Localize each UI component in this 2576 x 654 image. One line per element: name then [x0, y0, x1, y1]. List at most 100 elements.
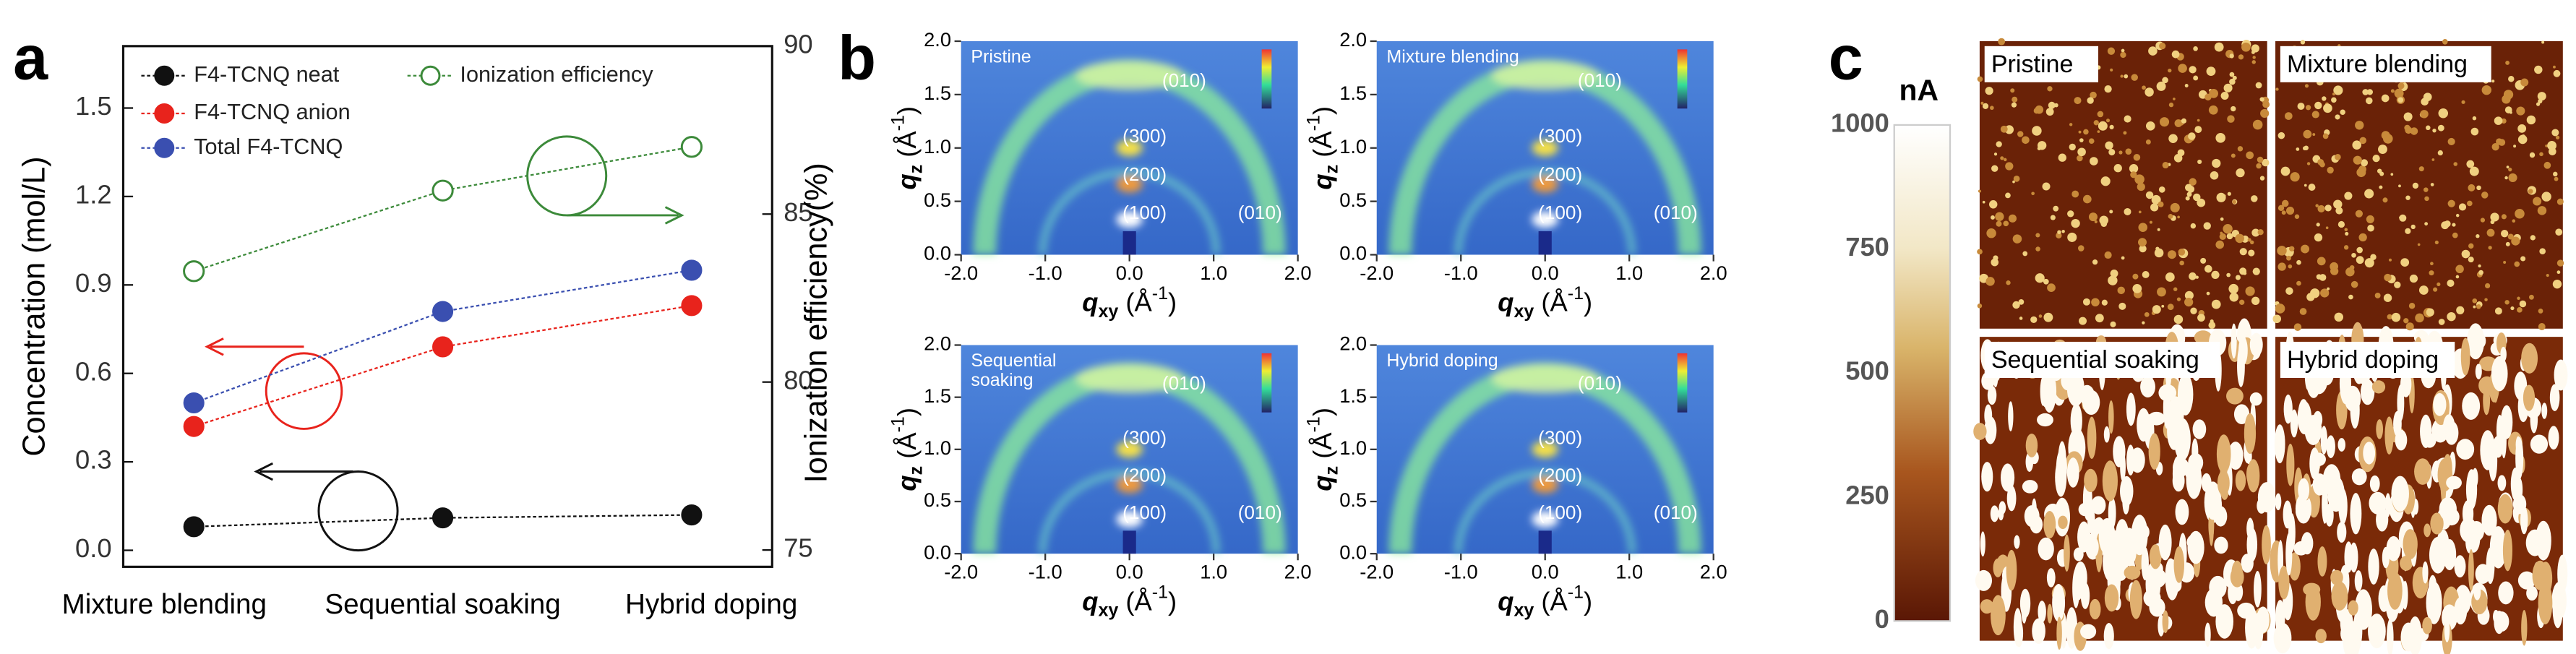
conductive-domain — [2403, 529, 2418, 560]
beamstop — [1538, 231, 1552, 255]
grain — [2251, 44, 2259, 53]
conductive-domain — [2103, 426, 2110, 443]
data-point — [681, 259, 703, 281]
grain — [2197, 314, 2205, 322]
grain — [2405, 228, 2411, 234]
grain — [2390, 173, 2394, 176]
grain — [2517, 306, 2523, 313]
bragg-spot — [1116, 511, 1143, 528]
grain — [2105, 141, 2113, 150]
conductive-domain — [2317, 546, 2327, 577]
peak-label: (100) — [1122, 202, 1167, 223]
conductive-domain — [2324, 503, 2334, 527]
conductive-domain — [2175, 499, 2189, 525]
grain — [2248, 249, 2255, 257]
grain — [2415, 313, 2424, 323]
grain — [2206, 291, 2210, 296]
grain — [2490, 212, 2499, 222]
conductive-domain — [2204, 622, 2211, 647]
data-point — [183, 392, 205, 414]
conductive-domain — [2400, 622, 2416, 652]
grain — [2241, 42, 2251, 52]
grain — [2150, 203, 2159, 212]
grain — [2035, 273, 2045, 283]
y-tick-label: 1.5 — [1339, 82, 1367, 104]
conductive-domain — [2037, 413, 2053, 427]
colorbar-tick-label: 250 — [1845, 480, 1889, 509]
grain — [2208, 322, 2216, 329]
y2-tick-label: 90 — [783, 29, 812, 59]
giwaxs-title: Pristine — [971, 46, 1031, 66]
grain — [2130, 171, 2137, 178]
grain — [2456, 306, 2465, 314]
grain — [2447, 279, 2455, 288]
grain — [2285, 206, 2295, 215]
inner-ring — [1454, 168, 1636, 255]
x-tick-label: Hybrid doping — [625, 589, 797, 620]
grain — [2461, 100, 2465, 104]
grain — [2077, 245, 2085, 251]
grain — [2355, 121, 2364, 130]
legend-marker — [154, 65, 175, 86]
conductive-domain — [2167, 412, 2181, 450]
grain — [2229, 53, 2234, 59]
grain — [2238, 54, 2244, 60]
grain — [2311, 111, 2319, 119]
grain — [2442, 38, 2448, 45]
grain — [2120, 51, 2126, 59]
grain — [2281, 199, 2289, 207]
data-point — [432, 179, 454, 202]
grain — [2159, 117, 2170, 127]
grain — [2377, 168, 2382, 173]
grain — [2472, 298, 2478, 304]
grain — [2382, 197, 2388, 203]
peak-label: (300) — [1538, 426, 1582, 448]
grain — [2257, 229, 2264, 236]
grain — [1977, 249, 1983, 255]
grain — [2306, 293, 2315, 301]
grain — [2216, 192, 2226, 202]
inner-ring — [1038, 468, 1221, 554]
legend-marker — [420, 65, 441, 86]
conductive-domain — [2500, 405, 2513, 439]
conductive-domain — [1975, 569, 1993, 591]
conductive-domain — [2433, 392, 2447, 416]
grain — [2533, 197, 2542, 206]
grain — [2553, 65, 2556, 69]
grain — [2528, 189, 2533, 194]
conductive-domain — [2129, 447, 2145, 473]
bragg-spot — [1116, 211, 1143, 228]
y-tick-label: 0.0 — [1339, 541, 1367, 563]
grain — [2481, 192, 2489, 199]
grain — [2144, 311, 2150, 317]
legend-label: Total F4-TCNQ — [194, 134, 343, 159]
conductive-domain — [2517, 571, 2536, 590]
conductive-domain — [2257, 606, 2270, 634]
grain — [2288, 264, 2293, 269]
grain — [2100, 176, 2111, 186]
mini-colorbar — [1677, 353, 1688, 413]
grain — [2517, 296, 2520, 301]
grain — [2121, 256, 2125, 260]
grain — [2519, 300, 2527, 308]
grain — [2539, 152, 2543, 157]
grain — [2491, 143, 2499, 151]
peak-label: (200) — [1538, 163, 1582, 185]
grain — [2469, 166, 2479, 176]
conductive-domain — [2387, 572, 2403, 610]
grain — [2327, 166, 2334, 174]
grain — [2447, 137, 2455, 146]
grain — [2190, 307, 2197, 314]
grain — [2343, 245, 2349, 250]
grain — [2058, 153, 2066, 162]
x-tick-label: -2.0 — [1360, 262, 1394, 284]
scattering-features — [1388, 59, 1701, 255]
y-tick-label: 2.0 — [924, 28, 951, 51]
axis-label: qxy (Å-1) — [1498, 283, 1592, 322]
grain — [2260, 108, 2270, 119]
grain — [2317, 257, 2326, 266]
conductive-domain — [1987, 385, 1997, 405]
grain — [2410, 127, 2418, 135]
legend-label: F4-TCNQ neat — [194, 61, 340, 87]
